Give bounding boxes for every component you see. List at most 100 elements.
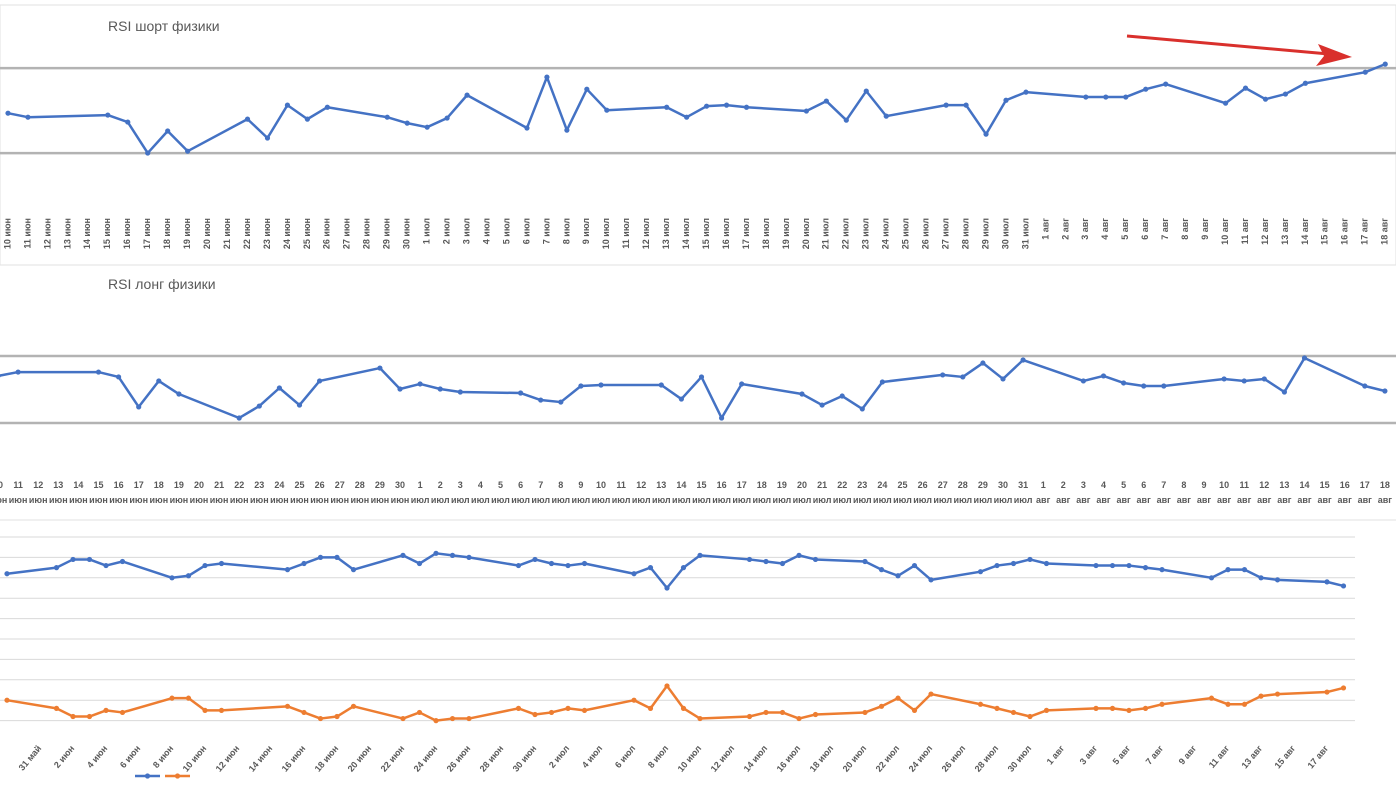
point — [103, 562, 109, 569]
x-tick-label: 17 июл — [741, 218, 751, 250]
point — [680, 565, 687, 571]
x-tick-label: 12 июл — [641, 218, 651, 250]
x-tick-label: 9 — [578, 480, 583, 490]
point — [384, 114, 390, 120]
x-tick-label: авг — [1378, 495, 1393, 505]
x-tick-label: 17 июн — [142, 218, 152, 249]
point — [697, 715, 703, 722]
x-tick-label: июл — [692, 495, 711, 505]
point — [236, 415, 242, 421]
point — [103, 707, 109, 714]
x-tick-label: 29 — [375, 480, 385, 490]
x-tick-label: 13 июн — [62, 218, 72, 249]
x-tick-label: 14 июн — [247, 743, 275, 773]
point — [404, 120, 410, 126]
x-tick-label: июл — [612, 495, 631, 505]
x-tick-label: июл — [933, 495, 952, 505]
x-tick-label: 26 июн — [322, 218, 332, 249]
point — [879, 379, 886, 385]
point — [0, 374, 1, 378]
point — [647, 705, 654, 711]
point — [334, 713, 340, 720]
point — [895, 695, 901, 701]
point — [1241, 378, 1247, 384]
point — [1126, 562, 1132, 569]
x-tick-label: 18 июн — [313, 743, 341, 773]
point — [95, 369, 102, 375]
x-tick-label: июл — [592, 495, 611, 505]
x-tick-label: 18 — [1380, 480, 1390, 490]
point — [169, 575, 175, 581]
series-line — [7, 62, 1386, 155]
x-tick-label: 6 — [1141, 480, 1146, 490]
x-tick-label: 21 июл — [821, 218, 831, 250]
x-tick-label: 30 — [998, 480, 1008, 490]
x-tick-label: 18 июл — [808, 743, 836, 774]
point — [859, 406, 865, 412]
x-tick-label: 2 июн — [52, 743, 76, 769]
point — [1261, 376, 1267, 382]
point — [1010, 709, 1017, 716]
x-tick-label: 4 июл — [580, 743, 605, 770]
x-tick-label: 12 — [33, 480, 43, 490]
chart-title: RSI шорт физики — [108, 18, 220, 34]
x-tick-label: июн — [290, 495, 309, 505]
x-tick-label: 30 июн — [402, 218, 412, 249]
point — [466, 715, 472, 722]
point — [928, 691, 934, 697]
x-tick-label: 4 — [1101, 480, 1106, 490]
x-tick-label: 5 июл — [501, 218, 511, 245]
x-tick-label: 28 — [958, 480, 968, 490]
x-tick-label: июл — [491, 495, 510, 505]
point — [397, 386, 403, 392]
x-tick-label: авг — [1237, 495, 1252, 505]
point — [1163, 81, 1169, 87]
x-tick-label: 15 июл — [701, 218, 711, 250]
point — [524, 125, 530, 131]
x-tick-label: июн — [109, 495, 128, 505]
x-tick-label: 28 июн — [362, 218, 372, 249]
point — [1340, 685, 1347, 691]
point — [324, 104, 330, 110]
point — [284, 703, 291, 709]
point — [25, 114, 31, 120]
x-tick-label: июл — [893, 495, 912, 505]
point — [943, 102, 949, 108]
x-tick-label: 10 — [0, 480, 3, 490]
x-tick-label: 14 — [1299, 480, 1309, 490]
point — [334, 554, 340, 561]
x-tick-label: июл — [773, 495, 792, 505]
point — [863, 88, 869, 94]
x-tick-label: 23 июл — [861, 218, 871, 250]
point — [1043, 707, 1050, 714]
point — [1142, 705, 1149, 711]
point — [457, 389, 463, 395]
x-tick-label: 8 — [1181, 480, 1186, 490]
point — [940, 372, 946, 378]
x-tick-label: 16 июн — [280, 743, 308, 773]
point — [1362, 383, 1368, 389]
point — [218, 707, 225, 714]
x-tick-label: 19 — [777, 480, 787, 490]
point — [1123, 94, 1129, 100]
x-tick-label: июн — [371, 495, 390, 505]
point — [119, 709, 126, 716]
x-tick-label: 10 авг — [1220, 218, 1230, 245]
x-tick-label: 10 июл — [601, 218, 611, 250]
point — [301, 709, 307, 716]
x-tick-label: авг — [1157, 495, 1172, 505]
x-tick-label: 17 авг — [1305, 743, 1330, 770]
x-tick-label: 14 июн — [82, 218, 92, 249]
point — [581, 560, 588, 567]
x-tick-label: 26 июл — [921, 218, 931, 250]
x-tick-label: 29 июн — [382, 218, 392, 249]
x-tick-label: июн — [270, 495, 289, 505]
x-tick-label: 30 июл — [1006, 743, 1034, 774]
x-tick-label: июл — [712, 495, 731, 505]
x-tick-label: июн — [310, 495, 329, 505]
point — [1282, 91, 1289, 97]
x-tick-label: 22 июн — [379, 743, 407, 773]
point — [1141, 383, 1147, 389]
x-tick-label: 13 — [1279, 480, 1289, 490]
